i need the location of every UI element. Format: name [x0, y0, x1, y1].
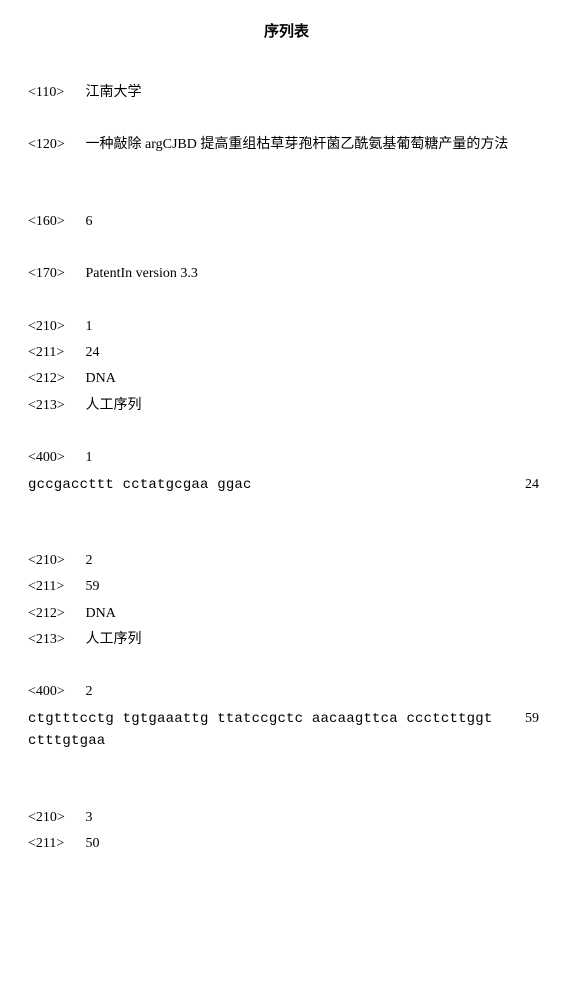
seq2-210: <210> 2 — [28, 550, 545, 572]
seq2-213: <213> 人工序列 — [28, 629, 545, 651]
val-160: 6 — [86, 214, 93, 229]
seq1-211: <211> 24 — [28, 342, 545, 364]
field-120: <120> 一种敲除 argCJBD 提高重组枯草芽孢杆菌乙酰氨基葡萄糖产量的方… — [28, 134, 545, 156]
seq1-213: <213> 人工序列 — [28, 395, 545, 417]
seq3-211: <211> 50 — [28, 833, 545, 855]
seq1-sequence-line: gccgaccttt cctatgcgaa ggac 24 — [28, 474, 545, 496]
val-120: 一种敲除 argCJBD 提高重组枯草芽孢杆菌乙酰氨基葡萄糖产量的方法 — [86, 137, 509, 152]
val: 人工序列 — [86, 632, 142, 647]
seq2-211: <211> 59 — [28, 576, 545, 598]
field-170: <170> PatentIn version 3.3 — [28, 263, 545, 285]
tag: <213> — [28, 395, 82, 417]
tag: <400> — [28, 447, 82, 469]
seq1-length: 24 — [525, 474, 545, 496]
tag: <210> — [28, 550, 82, 572]
val-170: PatentIn version 3.3 — [86, 266, 198, 281]
field-160: <160> 6 — [28, 211, 545, 233]
val: 1 — [86, 319, 93, 334]
val-110: 江南大学 — [86, 85, 142, 100]
val: 3 — [86, 810, 93, 825]
tag: <211> — [28, 576, 82, 598]
tag: <400> — [28, 681, 82, 703]
seq3-210: <210> 3 — [28, 807, 545, 829]
tag: <213> — [28, 629, 82, 651]
tag-160: <160> — [28, 211, 82, 233]
sequence-listing-page: 序列表 <110> 江南大学 <120> 一种敲除 argCJBD 提高重组枯草… — [0, 0, 573, 879]
val: 2 — [86, 684, 93, 699]
seq1-sequence: gccgaccttt cctatgcgaa ggac — [28, 474, 252, 496]
seq2-sequence-line: ctgtttcctg tgtgaaattg ttatccgctc aacaagt… — [28, 708, 545, 753]
seq2-400: <400> 2 — [28, 681, 545, 703]
tag: <211> — [28, 342, 82, 364]
tag: <212> — [28, 603, 82, 625]
seq1-400: <400> 1 — [28, 447, 545, 469]
val: 人工序列 — [86, 398, 142, 413]
tag-110: <110> — [28, 82, 82, 104]
tag: <211> — [28, 833, 82, 855]
tag: <212> — [28, 368, 82, 390]
val: 59 — [86, 579, 100, 594]
field-110: <110> 江南大学 — [28, 82, 545, 104]
seq2-length: 59 — [525, 708, 545, 730]
val: DNA — [86, 371, 116, 386]
tag: <210> — [28, 316, 82, 338]
tag-170: <170> — [28, 263, 82, 285]
seq2-212: <212> DNA — [28, 603, 545, 625]
seq2-sequence: ctgtttcctg tgtgaaattg ttatccgctc aacaagt… — [28, 708, 525, 753]
tag-120: <120> — [28, 134, 82, 156]
val: 24 — [86, 345, 100, 360]
tag: <210> — [28, 807, 82, 829]
val: 50 — [86, 836, 100, 851]
val: 1 — [86, 450, 93, 465]
seq1-212: <212> DNA — [28, 368, 545, 390]
seq1-210: <210> 1 — [28, 316, 545, 338]
val: 2 — [86, 553, 93, 568]
page-title: 序列表 — [28, 20, 545, 44]
val: DNA — [86, 606, 116, 621]
